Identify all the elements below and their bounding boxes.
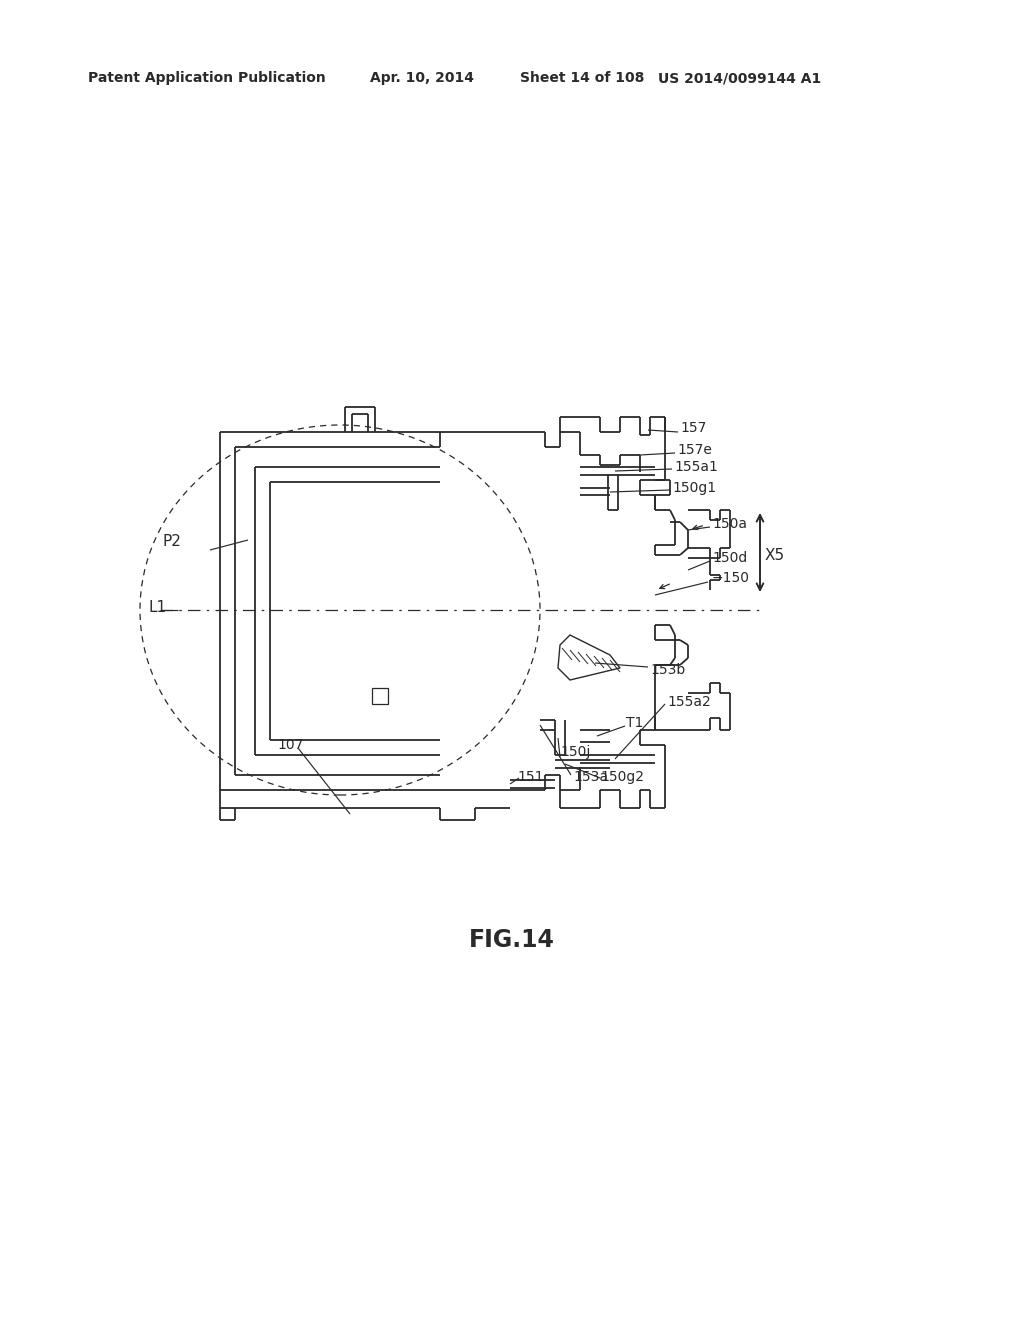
Text: FIG.14: FIG.14 xyxy=(469,928,555,952)
Text: T1: T1 xyxy=(626,715,643,730)
Text: X5: X5 xyxy=(765,548,785,562)
Text: Sheet 14 of 108: Sheet 14 of 108 xyxy=(520,71,644,84)
Text: 150g2: 150g2 xyxy=(600,770,644,784)
Text: L1: L1 xyxy=(148,599,166,615)
Text: 107: 107 xyxy=(278,738,303,752)
Text: 151: 151 xyxy=(517,770,544,784)
Bar xyxy=(372,688,388,704)
Text: 150g1: 150g1 xyxy=(672,480,716,495)
Text: 150d: 150d xyxy=(712,550,748,565)
Text: 153a: 153a xyxy=(573,770,608,784)
Text: 150a: 150a xyxy=(712,517,746,531)
Text: −150: −150 xyxy=(712,572,750,585)
Text: Apr. 10, 2014: Apr. 10, 2014 xyxy=(370,71,474,84)
Text: 155a2: 155a2 xyxy=(667,696,711,709)
Text: 150j: 150j xyxy=(560,744,591,759)
Text: 157: 157 xyxy=(680,421,707,436)
Text: US 2014/0099144 A1: US 2014/0099144 A1 xyxy=(658,71,821,84)
Text: P2: P2 xyxy=(162,535,181,549)
Text: 155a1: 155a1 xyxy=(674,459,718,474)
Text: 157e: 157e xyxy=(677,444,712,457)
Text: Patent Application Publication: Patent Application Publication xyxy=(88,71,326,84)
Text: 153b: 153b xyxy=(650,663,685,677)
